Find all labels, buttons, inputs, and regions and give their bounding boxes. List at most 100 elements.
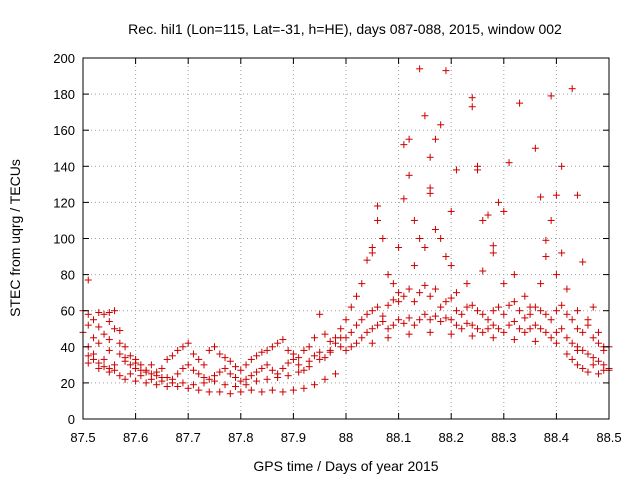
data-point: [495, 303, 503, 311]
data-point: [279, 336, 287, 344]
data-point: [126, 361, 134, 369]
data-point: [189, 366, 197, 374]
data-point: [337, 325, 345, 333]
data-point: [573, 325, 581, 333]
data-point: [410, 298, 418, 306]
data-point: [90, 355, 98, 363]
data-point: [147, 361, 155, 369]
data-point: [426, 153, 434, 161]
x-tick-label: 88.3: [491, 430, 516, 445]
data-point: [500, 328, 508, 336]
data-point: [242, 361, 250, 369]
data-point: [526, 325, 534, 333]
data-point: [374, 303, 382, 311]
data-point: [95, 309, 103, 317]
data-point: [405, 314, 413, 322]
data-point: [253, 352, 261, 360]
y-tick-label: 200: [53, 51, 75, 66]
data-point: [552, 307, 560, 315]
data-point: [384, 325, 392, 333]
data-point: [247, 355, 255, 363]
data-point: [542, 310, 550, 318]
data-point: [395, 289, 403, 297]
data-point: [384, 334, 392, 342]
data-point: [537, 193, 545, 201]
data-point: [510, 318, 518, 326]
data-point: [353, 292, 361, 300]
data-point: [410, 262, 418, 270]
data-point: [163, 355, 171, 363]
data-point: [100, 310, 108, 318]
data-point: [342, 316, 350, 324]
data-point: [426, 292, 434, 300]
data-point: [279, 364, 287, 372]
x-tick-label: 87.7: [176, 430, 201, 445]
data-point: [568, 316, 576, 324]
data-point: [589, 361, 597, 369]
data-point: [200, 373, 208, 381]
data-point: [326, 346, 334, 354]
y-tick-label: 120: [53, 195, 75, 210]
data-point: [516, 325, 524, 333]
data-point: [521, 328, 529, 336]
data-point: [105, 309, 113, 317]
data-point: [310, 352, 318, 360]
data-point: [479, 267, 487, 275]
data-point: [395, 244, 403, 252]
data-point: [547, 334, 555, 342]
data-point: [268, 366, 276, 374]
data-point: [600, 366, 608, 374]
x-axis-label: GPS time / Days of year 2015: [253, 458, 438, 474]
data-point: [505, 301, 513, 309]
data-point: [516, 307, 524, 315]
data-point: [205, 388, 213, 396]
data-point: [284, 372, 292, 380]
data-point: [368, 325, 376, 333]
data-point: [437, 318, 445, 326]
data-point: [589, 334, 597, 342]
x-tick-label: 88.1: [386, 430, 411, 445]
y-tick-label: 160: [53, 123, 75, 138]
data-point: [516, 99, 524, 107]
data-point: [447, 262, 455, 270]
data-point: [358, 334, 366, 342]
data-point: [174, 370, 182, 378]
data-point: [505, 321, 513, 329]
data-point: [594, 339, 602, 347]
data-point: [552, 339, 560, 347]
data-point: [305, 357, 313, 365]
data-point: [174, 383, 182, 391]
data-point: [368, 307, 376, 315]
data-point: [237, 388, 245, 396]
data-point: [447, 330, 455, 338]
data-point: [452, 321, 460, 329]
data-point: [84, 276, 92, 284]
data-point: [489, 249, 497, 257]
data-point: [321, 375, 329, 383]
data-point: [468, 332, 476, 340]
data-point: [479, 310, 487, 318]
data-point: [310, 381, 318, 389]
data-point: [289, 386, 297, 394]
data-point: [226, 390, 234, 398]
data-point: [310, 334, 318, 342]
data-point: [568, 339, 576, 347]
data-point: [421, 281, 429, 289]
data-point: [374, 202, 382, 210]
data-point: [184, 384, 192, 392]
data-point: [416, 235, 424, 242]
data-point: [537, 307, 545, 315]
data-point: [184, 361, 192, 369]
data-point: [547, 216, 555, 224]
data-point: [116, 327, 124, 335]
data-point: [400, 195, 408, 203]
data-point: [552, 191, 560, 199]
data-point: [421, 244, 429, 252]
data-point: [195, 386, 203, 394]
data-point: [437, 121, 445, 129]
data-point: [389, 280, 397, 288]
y-tick-labels: 0 20 40 60 80 100 120 140 160 180 200: [53, 51, 75, 427]
data-point: [295, 354, 303, 362]
data-point: [531, 144, 539, 152]
data-point: [442, 298, 450, 306]
